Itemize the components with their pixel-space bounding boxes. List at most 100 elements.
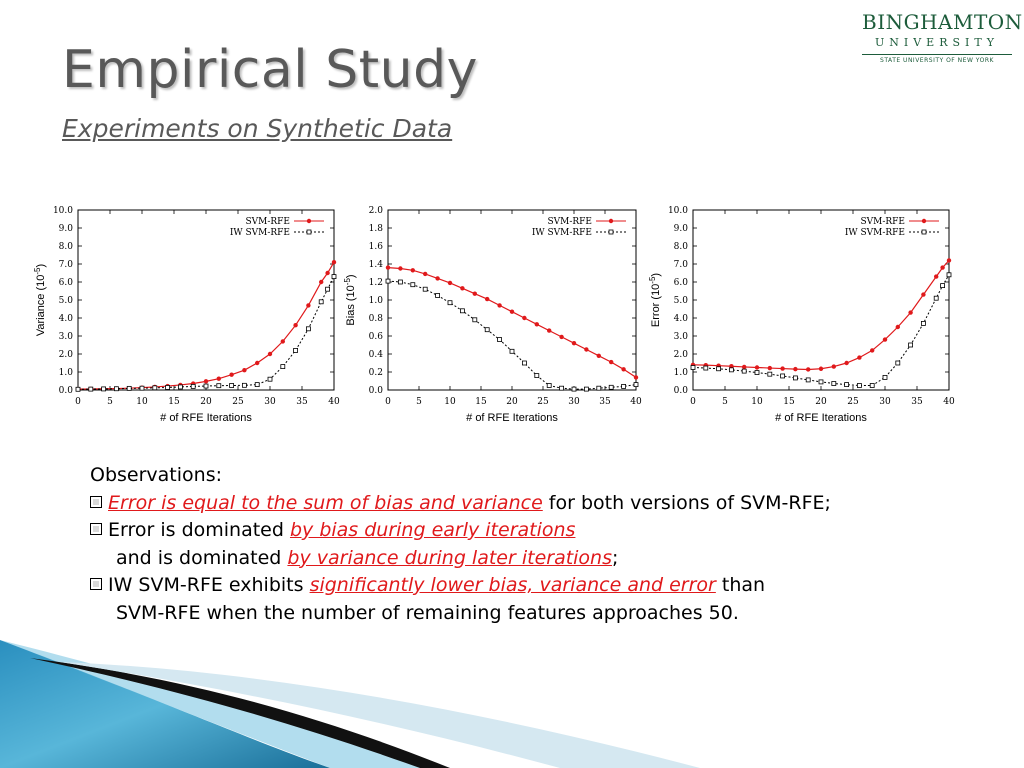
bullet-3-rest: than: [715, 574, 766, 596]
data-point: [895, 360, 901, 366]
y-tick-label: 6.0: [674, 278, 689, 288]
data-point: [255, 360, 260, 366]
data-point: [767, 365, 772, 371]
observation-bullet-2: Error is dominated by bias during early …: [90, 517, 990, 545]
legend-label: IW SVM-RFE: [532, 228, 592, 238]
y-axis-label: Bias (10-5): [343, 274, 357, 325]
data-point: [895, 324, 900, 330]
data-point: [497, 303, 502, 308]
x-tick-label: 15: [168, 397, 180, 407]
y-tick-label: 0.4: [369, 350, 384, 360]
x-tick-label: 25: [847, 397, 859, 407]
bullet-2-cont-end: ;: [612, 546, 619, 569]
x-tick-label: 20: [506, 397, 518, 407]
data-point: [844, 382, 850, 388]
bullet-1-highlight: Error is equal to the sum of bias and va…: [108, 491, 543, 514]
x-tick-label: 30: [568, 397, 580, 407]
data-point: [522, 315, 527, 321]
x-axis-label: # of RFE Iterations: [160, 412, 252, 424]
data-point: [306, 303, 311, 308]
x-tick-label: 20: [815, 397, 827, 407]
data-point: [882, 337, 888, 342]
x-tick-label: 35: [599, 397, 611, 407]
data-point: [435, 293, 440, 298]
data-point: [254, 382, 260, 388]
data-point: [621, 367, 626, 372]
data-point: [857, 355, 862, 360]
data-point: [177, 384, 183, 390]
plot-frame: [387, 209, 637, 391]
observation-bullet-1: Error is equal to the sum of bias and va…: [90, 490, 990, 518]
data-point: [447, 280, 453, 286]
y-tick-label: 1.4: [369, 260, 384, 270]
legend-marker: [608, 229, 614, 235]
data-point: [831, 364, 836, 369]
data-point: [818, 366, 824, 371]
y-tick-label: 3.0: [59, 332, 74, 342]
data-point: [126, 385, 132, 391]
data-point: [280, 339, 285, 344]
x-axis-label: # of RFE Iterations: [466, 412, 558, 424]
data-point: [940, 283, 946, 288]
data-point: [318, 299, 324, 305]
y-tick-label: 6.0: [59, 278, 74, 288]
data-point: [729, 367, 734, 373]
data-point: [305, 326, 311, 332]
legend-label: SVM-RFE: [547, 217, 592, 227]
slide-subtitle: Experiments on Synthetic Data: [62, 114, 453, 143]
y-tick-label: 2.0: [59, 350, 74, 360]
x-tick-label: 35: [911, 397, 923, 407]
data-point: [398, 279, 403, 285]
data-point: [422, 286, 428, 292]
data-point: [114, 386, 119, 392]
data-point: [509, 348, 515, 354]
data-point: [331, 274, 337, 279]
x-tick-label: 10: [751, 397, 763, 407]
slide-title: Empirical Study: [62, 40, 478, 100]
y-tick-label: 1.0: [369, 296, 384, 306]
data-point: [423, 271, 428, 277]
x-tick-label: 10: [444, 397, 456, 407]
data-point: [621, 383, 627, 389]
x-tick-label: 15: [783, 397, 795, 407]
series-line: [77, 276, 335, 390]
y-tick-label: 4.0: [59, 314, 74, 324]
observation-bullet-2-cont: and is dominated by variance during late…: [90, 545, 990, 573]
data-point: [435, 276, 440, 281]
data-point: [216, 383, 222, 389]
y-tick-label: 7.0: [674, 260, 689, 270]
decorative-swoosh: [0, 640, 700, 768]
data-point: [190, 383, 196, 389]
logo-line-1: BINGHAMTON: [862, 10, 1023, 34]
data-point: [584, 347, 589, 352]
data-point: [484, 327, 490, 333]
data-point: [780, 366, 785, 371]
data-point: [792, 375, 798, 381]
data-point: [940, 265, 945, 270]
bias-chart-svg: 0.0 0.2 0.4 0.6 0.8 1.0 1.2 1.4 1.6 1.8 2.0 0 5 10 15 2…: [343, 206, 642, 424]
y-tick-label: 0.0: [59, 386, 74, 396]
data-point: [703, 365, 709, 371]
data-point: [805, 377, 811, 383]
x-tick-label: 5: [416, 397, 422, 407]
legend-marker: [306, 218, 312, 224]
data-point: [609, 359, 614, 365]
data-point: [331, 260, 337, 265]
observation-bullet-3-cont: SVM-RFE when the number of remaining fea…: [116, 601, 739, 624]
x-tick-label: 30: [879, 397, 891, 407]
data-point: [831, 381, 837, 386]
error-chart-svg: 0.0 1.0 2.0 3.0 4.0 5.0 6.0 7.0 8.0 9.0 10.0 0 5 10 15…: [648, 206, 955, 424]
data-point: [398, 266, 403, 271]
x-tick-label: 40: [328, 397, 340, 407]
data-point: [152, 385, 158, 391]
bullet-1-text: for both versions of SVM-RFE;: [542, 491, 831, 514]
data-point: [571, 386, 577, 392]
data-point: [485, 296, 490, 302]
y-tick-label: 0.0: [674, 386, 689, 396]
data-point: [908, 310, 913, 315]
data-point: [754, 370, 760, 375]
legend-marker: [306, 229, 312, 235]
data-point: [497, 337, 503, 343]
data-point: [472, 317, 478, 323]
y-axis-label: Error (10-5): [648, 273, 662, 327]
